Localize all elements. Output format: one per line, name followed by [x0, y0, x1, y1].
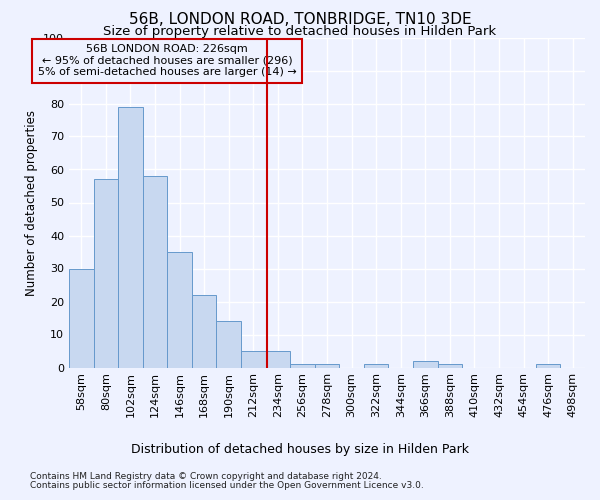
- Bar: [94, 180, 118, 368]
- Text: Contains HM Land Registry data © Crown copyright and database right 2024.: Contains HM Land Registry data © Crown c…: [30, 472, 382, 481]
- Bar: [241, 351, 266, 368]
- Bar: [536, 364, 560, 368]
- Text: 56B LONDON ROAD: 226sqm
← 95% of detached houses are smaller (296)
5% of semi-de: 56B LONDON ROAD: 226sqm ← 95% of detache…: [38, 44, 296, 78]
- Bar: [364, 364, 388, 368]
- Bar: [69, 268, 94, 368]
- Bar: [413, 361, 437, 368]
- Y-axis label: Number of detached properties: Number of detached properties: [25, 110, 38, 296]
- Bar: [167, 252, 192, 368]
- Text: Contains public sector information licensed under the Open Government Licence v3: Contains public sector information licen…: [30, 481, 424, 490]
- Text: Size of property relative to detached houses in Hilden Park: Size of property relative to detached ho…: [103, 25, 497, 38]
- Text: Distribution of detached houses by size in Hilden Park: Distribution of detached houses by size …: [131, 442, 469, 456]
- Bar: [290, 364, 315, 368]
- Bar: [437, 364, 462, 368]
- Bar: [266, 351, 290, 368]
- Bar: [192, 295, 217, 368]
- Text: 56B, LONDON ROAD, TONBRIDGE, TN10 3DE: 56B, LONDON ROAD, TONBRIDGE, TN10 3DE: [128, 12, 472, 28]
- Bar: [315, 364, 339, 368]
- Bar: [217, 322, 241, 368]
- Bar: [118, 107, 143, 368]
- Bar: [143, 176, 167, 368]
